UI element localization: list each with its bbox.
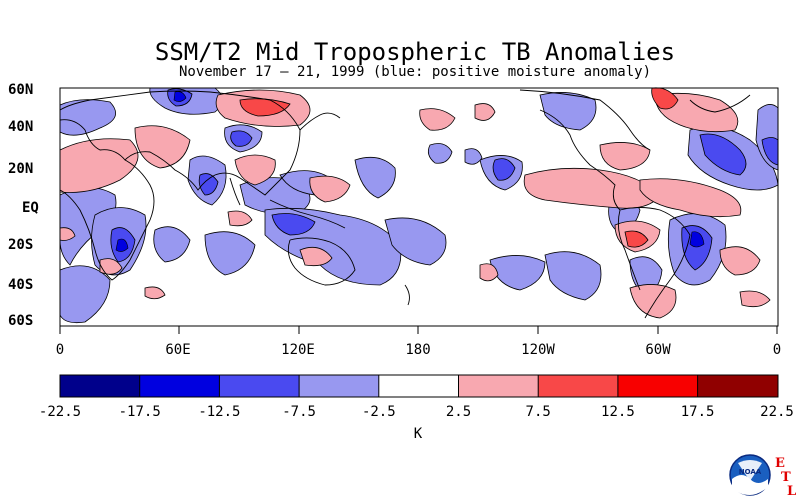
lat-label-20n: 20N <box>8 161 34 177</box>
lon-label-120w: 120W <box>521 342 555 358</box>
colorbar-label: 2.5 <box>445 404 472 420</box>
lon-label-60e: 60E <box>165 342 191 358</box>
colorbar-label: -7.5 <box>282 404 316 420</box>
lat-label-20s: 20S <box>8 237 34 253</box>
lon-label-0: 0 <box>55 342 65 358</box>
colorbar <box>59 374 779 398</box>
etl-letter-l: L <box>787 484 796 497</box>
map-subtitle: November 17 – 21, 1999 (blue: positive m… <box>178 64 651 80</box>
lat-label-40s: 40S <box>8 277 34 293</box>
colorbar-label: -22.5 <box>38 404 82 420</box>
colorbar-label: -2.5 <box>361 404 396 420</box>
lon-label-180: 180 <box>405 342 431 358</box>
lat-label-eq: EQ <box>22 200 39 216</box>
map-title: SSM/T2 Mid Tropospheric TB Anomalies <box>154 38 676 66</box>
colorbar-unit: K <box>413 426 423 442</box>
etl-letter-e: E <box>775 456 785 471</box>
noaa-logo-text: NOAA <box>739 468 762 476</box>
colorbar-label: -12.5 <box>198 404 241 420</box>
map-panel <box>59 87 779 334</box>
colorbar-label: 12.5 <box>601 404 635 420</box>
etl-letter-t: T <box>781 470 791 485</box>
lon-label-120e: 120E <box>281 342 315 358</box>
lon-label-60w: 60W <box>645 342 671 358</box>
colorbar-label: 22.5 <box>760 404 794 420</box>
lon-label-0-east: 0 <box>772 342 782 358</box>
colorbar-label: 17.5 <box>680 404 715 420</box>
coastlines <box>59 89 751 319</box>
lat-label-40n: 40N <box>8 119 34 135</box>
noaa-etl-logo: NOAA E T L <box>729 454 796 497</box>
very-strong-moist-anomaly-regions <box>115 91 705 252</box>
strong-dry-anomaly-regions <box>239 87 679 248</box>
lat-label-60n: 60N <box>8 82 34 98</box>
lat-label-60s: 60S <box>8 313 34 329</box>
colorbar-label: -17.5 <box>118 404 161 420</box>
colorbar-label: 7.5 <box>525 404 551 420</box>
